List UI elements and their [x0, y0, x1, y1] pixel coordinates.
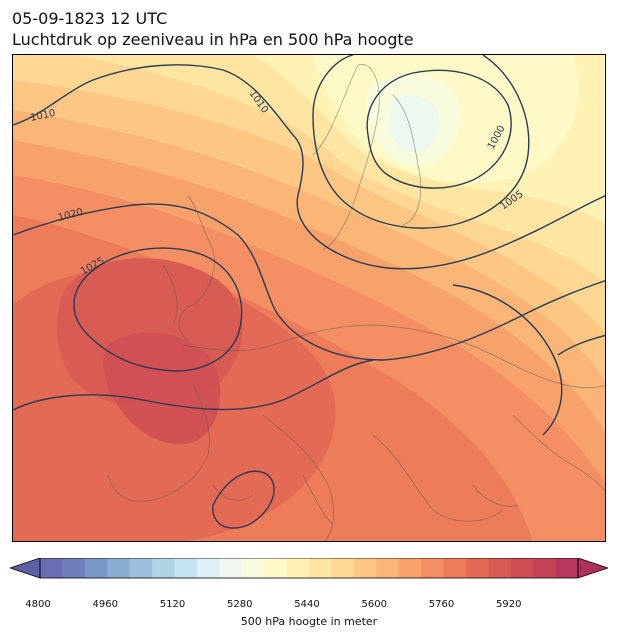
isobar-1020: [13, 203, 605, 361]
colorbar-tick-label: 4800: [25, 599, 51, 610]
colorbar-cell: [219, 558, 243, 578]
colorbar-cell: [443, 558, 467, 578]
colorbar-tick-label: 5760: [428, 599, 455, 610]
colorbar-cell: [174, 558, 198, 578]
height-field: [13, 55, 605, 541]
colorbar-tick-label: 5440: [294, 599, 320, 610]
isobar-1010: [13, 64, 605, 270]
colorbar-tick-label: 5920: [496, 599, 522, 610]
colorbar-tick-label: 4960: [92, 599, 118, 610]
colorbar-cell: [533, 558, 557, 578]
coastlines: [107, 64, 605, 541]
isobars: [13, 55, 605, 529]
colorbar-label: 500 hPa hoogte in meter: [240, 615, 378, 628]
colorbar-cell: [398, 558, 422, 578]
colorbar-cell: [510, 558, 534, 578]
colorbar-cell: [196, 558, 220, 578]
colorbar-cell: [107, 558, 131, 578]
isobar-1015b: [557, 334, 605, 356]
map-title: Luchtdruk op zeeniveau in hPa en 500 hPa…: [12, 30, 414, 49]
isobar-1020b: [212, 470, 275, 529]
colorbar: [8, 557, 610, 590]
colorbar-cell: [376, 558, 400, 578]
colorbar-cell: [129, 558, 153, 578]
colorbar-cell: [421, 558, 444, 578]
isobar-1025b: [13, 359, 374, 411]
isobar-1015: [452, 284, 563, 436]
colorbar-cell: [555, 558, 579, 578]
colorbar-cell: [353, 558, 377, 578]
colorbar-cell: [62, 558, 86, 578]
isobar-1005: [312, 55, 530, 229]
map-datetime: 05-09-1823 12 UTC: [12, 9, 168, 28]
colorbar-cell: [40, 558, 63, 578]
colorbar-cell: [331, 558, 355, 578]
colorbar-tick-label: 5280: [227, 599, 253, 610]
colorbar-cell: [152, 558, 175, 578]
colorbar-cell: [488, 558, 512, 578]
colorbar-cell: [286, 558, 310, 578]
colorbar-tick-label: 5120: [159, 599, 186, 610]
colorbar-cell: [84, 558, 108, 578]
colorbar-cell: [309, 558, 332, 578]
colorbar-cell: [465, 558, 489, 578]
colorbar-tick-label: 5600: [361, 599, 387, 610]
colorbar-cell: [264, 558, 288, 578]
isobar-label: 1010: [29, 108, 56, 124]
weather-map: 1010 1010 1000 1005 1020 1025: [12, 54, 606, 542]
colorbar-cell: [241, 558, 265, 578]
isobar-1000: [366, 69, 512, 189]
isobar-1025: [73, 247, 243, 372]
